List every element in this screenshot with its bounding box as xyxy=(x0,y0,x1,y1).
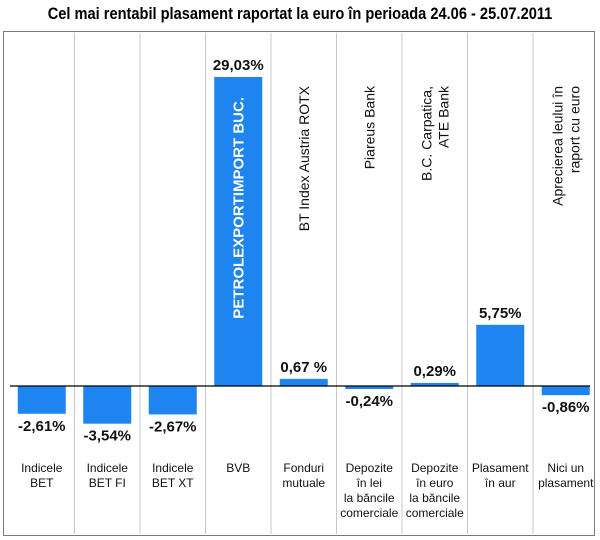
category-label: comerciale xyxy=(340,506,398,520)
data-label: -2,61% xyxy=(18,418,66,435)
category-label: la băncile xyxy=(409,491,460,505)
bar xyxy=(345,386,394,389)
chart-title: Cel mai rentabil plasament raportat la e… xyxy=(47,4,553,23)
category-label: la băncile xyxy=(344,491,395,505)
category-label: Indicele xyxy=(21,461,63,475)
data-label: 5,75% xyxy=(479,305,522,322)
bar-description: ATE Bank xyxy=(435,85,451,148)
bar-description: Aprecierea leului în xyxy=(549,86,565,206)
category-label: BET FI xyxy=(89,476,126,490)
bar xyxy=(279,378,328,386)
bar-description: B.C. Carpatica, xyxy=(418,86,434,181)
category-label: mutuale xyxy=(282,476,325,490)
bar xyxy=(410,382,459,386)
bar xyxy=(541,386,590,396)
bar-description: Piareus Bank xyxy=(361,85,377,169)
category-label: în aur xyxy=(484,476,516,490)
category-label: Plasament xyxy=(472,461,529,475)
category-label: BET XT xyxy=(152,476,194,490)
data-label: -0,86% xyxy=(542,399,590,416)
data-label: -0,24% xyxy=(345,393,393,410)
data-label: 29,03% xyxy=(213,57,264,74)
bar xyxy=(148,386,197,415)
category-label: Nici un xyxy=(547,461,584,475)
bar xyxy=(17,386,66,414)
category-label: Depozite xyxy=(346,461,394,475)
bar xyxy=(83,386,132,424)
category-label: BET xyxy=(30,476,54,490)
category-label: BVB xyxy=(226,461,250,475)
bar xyxy=(214,77,263,386)
category-label: Indicele xyxy=(152,461,194,475)
category-label: comerciale xyxy=(406,506,464,520)
category-label: Depozite xyxy=(411,461,459,475)
category-label: Fonduri xyxy=(283,461,324,475)
chart-frame xyxy=(3,31,595,536)
data-label: -3,54% xyxy=(83,428,131,445)
bar xyxy=(476,324,525,386)
data-label: 0,29% xyxy=(413,363,456,380)
category-label: în lei xyxy=(356,476,382,490)
category-label: în euro xyxy=(415,476,454,490)
data-label: -2,67% xyxy=(149,418,197,435)
bar-description: raport cu euro xyxy=(566,86,582,173)
bar-description: PETROLEXPORTIMPORT BUC. xyxy=(230,97,247,319)
category-label: Indicele xyxy=(87,461,129,475)
data-label: 0,67 % xyxy=(280,359,327,376)
bar-description: BT Index Austria ROTX xyxy=(296,85,312,231)
category-label: plasament xyxy=(538,476,594,490)
